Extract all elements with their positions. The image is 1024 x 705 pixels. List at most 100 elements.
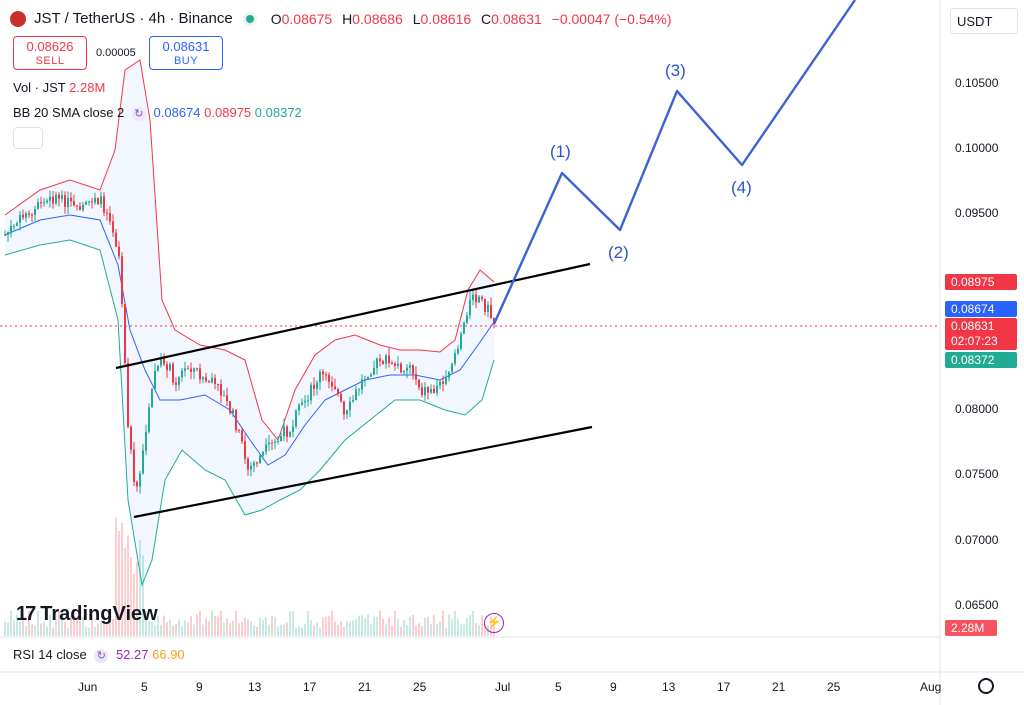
buy-button[interactable]: 0.08631 BUY (149, 36, 223, 70)
candle-body (106, 212, 108, 214)
volume-bar (295, 627, 297, 636)
candle-body (40, 202, 42, 204)
volume-bar (331, 611, 333, 636)
volume-bar (157, 616, 159, 636)
volume-bar (454, 611, 456, 636)
volume-bar (115, 517, 117, 636)
volume-bar (274, 616, 276, 636)
volume-bar (166, 622, 168, 636)
volume-bar (229, 623, 231, 636)
collapse-legend-button[interactable] (13, 127, 43, 149)
candle-body (322, 371, 324, 375)
volume-bar (457, 618, 459, 636)
candle-body (316, 382, 318, 389)
elliott-wave-projection[interactable] (492, 0, 856, 325)
rsi-legend[interactable]: RSI 14 close ↻ 52.27 66.90 (13, 647, 185, 663)
candle-body (7, 232, 9, 235)
volume-bar (121, 523, 123, 636)
candle-body (472, 294, 474, 300)
volume-bar (199, 611, 201, 636)
candle-body (283, 426, 285, 437)
volume-bar (85, 626, 87, 636)
volume-bar (241, 621, 243, 636)
volume-bar (412, 614, 414, 636)
volume-bar (22, 614, 24, 636)
tradingview-logo[interactable]: 17 TradingView (16, 603, 158, 625)
y-tick: 0.08000 (955, 402, 999, 416)
volume-bar (13, 620, 15, 636)
volume-bar (484, 624, 486, 636)
volume-bar (322, 617, 324, 636)
volume-bar (283, 624, 285, 636)
currency-selector[interactable]: USDT (950, 8, 1018, 34)
x-tick: 17 (303, 680, 317, 694)
wave-label-4: (4) (731, 178, 752, 197)
volume-bar (271, 615, 273, 636)
bollinger-upper-line (4, 59, 495, 442)
candle-body (166, 364, 168, 371)
candle-body (196, 368, 198, 370)
candle-body (340, 393, 342, 402)
volume-bar (472, 611, 474, 636)
volume-indicator-legend[interactable]: Vol · JST 2.28M (13, 80, 106, 95)
volume-bar (376, 616, 378, 636)
candle-body (157, 365, 159, 371)
candle-body (133, 449, 135, 482)
volume-bar (169, 619, 171, 636)
bar-countdown: 02:07:23 (951, 334, 998, 348)
volume-bar (145, 611, 147, 636)
channel-lower-trendline[interactable] (133, 425, 593, 519)
candle-body (223, 395, 225, 397)
volume-bar (343, 627, 345, 636)
bb-basis-price-label: 0.08674 (945, 301, 1017, 317)
candle-body (31, 214, 33, 216)
candle-body (76, 205, 78, 207)
candle-body (250, 465, 252, 470)
refresh-icon[interactable]: ↻ (131, 107, 146, 121)
price-change: −0.00047 (−0.54%) (551, 10, 672, 27)
volume-bar (88, 627, 90, 636)
volume-bar (73, 611, 75, 636)
ohlc-values: O0.08675 H0.08686 L0.08616 C0.08631 −0.0… (270, 10, 672, 27)
symbol-title[interactable]: JST / TetherUS · 4h · Binance (34, 10, 233, 27)
x-tick: Jul (495, 680, 511, 694)
spread-value: 0.00005 (96, 47, 136, 59)
volume-bar (346, 620, 348, 636)
refresh-icon[interactable]: ↻ (94, 649, 109, 663)
volume-bar (133, 573, 135, 636)
candle-body (115, 232, 117, 247)
candle-body (460, 333, 462, 349)
volume-bar (391, 625, 393, 636)
candle-body (121, 256, 123, 304)
volume-bar (130, 557, 132, 636)
candle-body (286, 426, 288, 437)
bollinger-lower-line (4, 239, 495, 587)
volume-bar (370, 624, 372, 636)
x-tick: 21 (358, 680, 372, 694)
volume-bar (307, 611, 309, 636)
candlesticks (4, 190, 495, 494)
candle-body (238, 430, 240, 432)
settings-gear-icon[interactable] (978, 678, 994, 694)
candle-body (379, 358, 381, 362)
candle-body (370, 374, 372, 377)
candle-body (412, 365, 414, 374)
volume-bar (400, 626, 402, 636)
lightning-icon[interactable]: ⚡ (484, 613, 504, 633)
candle-body (364, 378, 366, 380)
candle-body (328, 374, 330, 382)
wave-label-1: (1) (550, 142, 571, 161)
candle-body (298, 404, 300, 411)
candle-body (211, 377, 213, 383)
channel-upper-trendline[interactable] (115, 262, 591, 370)
volume-bar (19, 622, 21, 636)
bollinger-legend[interactable]: BB 20 SMA close 2 ↻ 0.08674 0.08975 0.08… (13, 105, 302, 121)
sell-button[interactable]: 0.08626 SELL (13, 36, 87, 70)
volume-bar (34, 626, 36, 636)
volume-bar (286, 622, 288, 636)
volume-bar (394, 611, 396, 636)
volume-bar (226, 618, 228, 636)
volume-bar (232, 620, 234, 636)
candle-body (274, 441, 276, 443)
